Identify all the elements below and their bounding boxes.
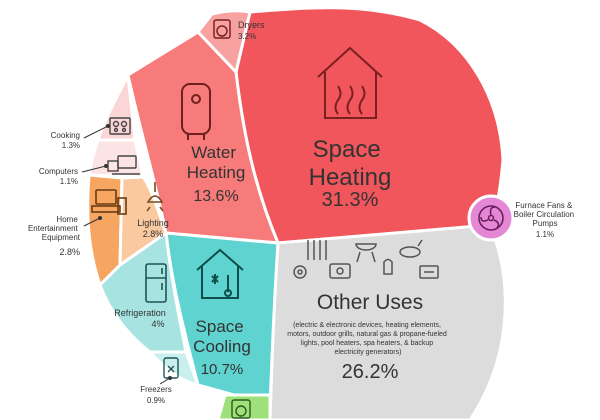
value-furnace-fans: 1.1%: [536, 230, 554, 239]
label-other-uses: Other Uses: [317, 291, 423, 314]
note-other-uses-line2: motors, outdoor grills, natural gas & pr…: [287, 331, 447, 338]
label-lighting: Lighting: [137, 218, 169, 228]
pie-slices: [86, 6, 515, 420]
label-space-cooling: Space Cooling: [193, 317, 251, 356]
label-space-cooling-line1: Space: [196, 317, 244, 336]
leader-home-entertainment: [83, 217, 101, 227]
label-home-entertainment: Home Entertainment Equipment: [28, 215, 81, 242]
label-water-heating-line1: Water: [191, 143, 236, 162]
label-freezers: Freezers: [140, 385, 172, 394]
house-cooling-icon: [196, 248, 244, 299]
label-furnace-fans-line1: Furnace Fans &: [515, 201, 573, 210]
slice-dryers: [196, 9, 252, 74]
value-computers: 1.1%: [60, 177, 78, 186]
label-water-heating-line2: Heating: [187, 163, 246, 182]
leader-computers: [81, 165, 107, 173]
icons: [91, 19, 504, 419]
slice-freezers: [148, 350, 200, 387]
leader-freezers-dot: [168, 376, 172, 380]
note-other-uses-line1: (electric & electronic devices, heating …: [293, 322, 441, 329]
label-cooking: Cooking: [51, 131, 80, 140]
value-water-heating: 13.6%: [193, 188, 238, 205]
value-space-cooling: 10.7%: [201, 361, 244, 378]
label-home-entertainment-line3: Equipment: [42, 233, 81, 242]
house-heat-icon: [317, 46, 383, 119]
label-refrigeration: Refrigeration: [114, 308, 166, 318]
slice-labels: Space Heating 31.3% Other Uses (electric…: [28, 20, 577, 405]
fan-icon: [478, 205, 504, 231]
label-computers: Computers: [39, 167, 78, 176]
leader-computers-dot: [104, 164, 108, 168]
appliances-icons: [293, 239, 439, 279]
label-home-entertainment-line1: Home: [56, 215, 78, 224]
value-space-heating: 31.3%: [322, 189, 379, 211]
value-dryers: 3.2%: [238, 32, 256, 41]
label-space-heating-line1: Space: [313, 136, 381, 163]
value-other-uses: 26.2%: [342, 361, 399, 383]
note-other-uses-line4: electricity generators): [335, 349, 402, 356]
label-home-entertainment-line2: Entertainment: [28, 224, 79, 233]
leader-cooking: [83, 125, 109, 139]
dryer-icon: [213, 19, 231, 39]
label-dryers: Dryers: [238, 20, 265, 30]
label-furnace-fans-line2: Boiler Circulation: [514, 210, 574, 219]
water-heater-icon: [181, 83, 211, 140]
lightbulb-icon: [146, 182, 164, 212]
washer-icon: [231, 399, 251, 419]
leader-cooking-dot: [106, 124, 110, 128]
value-cooking: 1.3%: [62, 141, 80, 150]
leader-lines: [81, 124, 172, 385]
label-space-heating-line2: Heating: [309, 164, 392, 191]
refrigerator-icon: [145, 263, 167, 303]
value-home-entertainment: 2.8%: [59, 247, 80, 257]
value-refrigeration: 4%: [151, 319, 164, 329]
note-other-uses-line3: lights, pool heaters, spa heaters, & bac…: [301, 340, 433, 347]
tv-icon: [91, 189, 127, 215]
leader-home-entertainment-dot: [98, 216, 102, 220]
label-furnace-fans-line3: Pumps: [533, 219, 558, 228]
note-other-uses: (electric & electronic devices, heating …: [287, 322, 449, 356]
value-lighting: 2.8%: [143, 229, 164, 239]
value-freezers: 0.9%: [147, 396, 165, 405]
label-furnace-fans: Furnace Fans & Boiler Circulation Pumps: [514, 201, 577, 228]
slice-furnace-fans: [467, 194, 515, 242]
label-water-heating: Water Heating: [187, 143, 246, 182]
label-space-heating: Space Heating: [309, 136, 392, 191]
label-space-cooling-line2: Cooling: [193, 337, 251, 356]
